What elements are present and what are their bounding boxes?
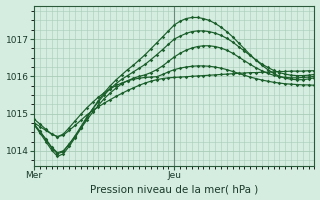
X-axis label: Pression niveau de la mer( hPa ): Pression niveau de la mer( hPa ) bbox=[90, 184, 259, 194]
